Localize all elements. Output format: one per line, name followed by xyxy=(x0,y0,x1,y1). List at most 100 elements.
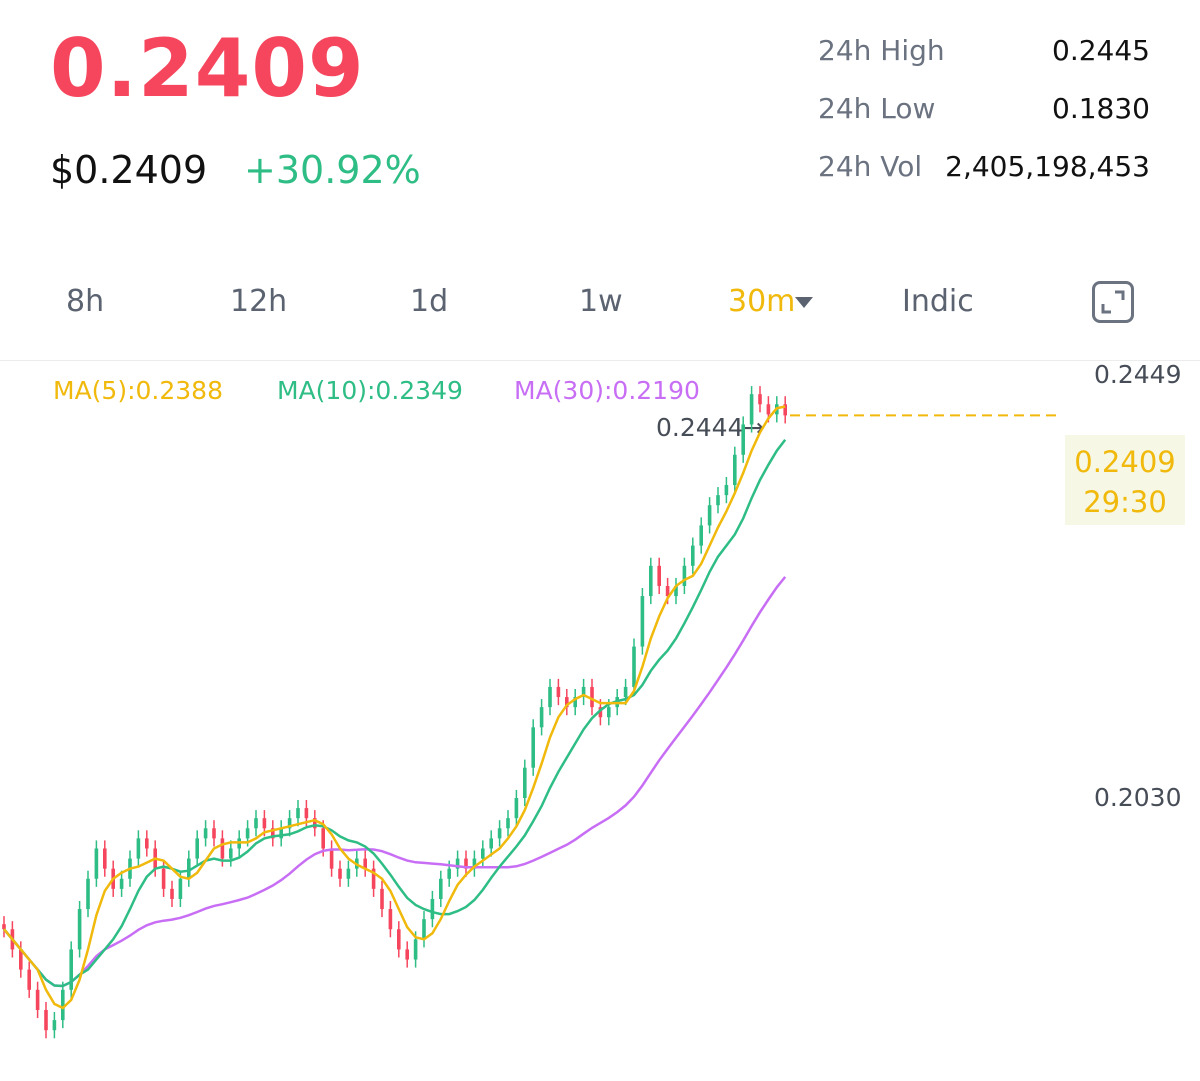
candle xyxy=(77,909,82,950)
candle xyxy=(313,818,317,829)
candle xyxy=(329,848,334,869)
candle xyxy=(430,898,435,920)
candle xyxy=(27,969,31,990)
candle xyxy=(506,818,510,829)
change-percent: +30.92% xyxy=(244,148,421,192)
candle xyxy=(35,989,40,1011)
candle xyxy=(371,868,376,889)
candle xyxy=(523,767,527,798)
candle xyxy=(422,919,426,940)
tab-8h[interactable]: 8h xyxy=(66,284,105,319)
candle xyxy=(388,909,393,930)
candle xyxy=(187,858,191,879)
ma5-label: MA(5):0.2388 xyxy=(53,376,223,405)
high-label: 24h High xyxy=(818,34,945,67)
candle xyxy=(346,868,351,879)
candle xyxy=(2,924,6,930)
candle xyxy=(262,818,267,829)
candle xyxy=(271,828,275,839)
candle xyxy=(665,585,670,597)
candle xyxy=(254,818,258,829)
usd-price: $0.2409 xyxy=(50,148,208,192)
candle xyxy=(649,565,653,597)
candle xyxy=(119,878,124,889)
tab-30m[interactable]: 30m xyxy=(728,284,796,319)
candle xyxy=(321,828,325,849)
candle xyxy=(19,949,23,970)
candle xyxy=(556,686,561,698)
candle xyxy=(220,838,225,859)
high-value: 0.2445 xyxy=(1052,34,1150,67)
candle xyxy=(304,808,309,819)
candle xyxy=(565,697,569,708)
current-price-tag-value: 0.2409 xyxy=(1074,445,1176,479)
candle xyxy=(716,495,720,506)
candle xyxy=(195,838,199,859)
candle xyxy=(707,505,712,526)
candle xyxy=(741,424,745,455)
candle xyxy=(447,868,451,879)
candle xyxy=(170,888,174,899)
candle xyxy=(397,929,401,950)
candle xyxy=(531,727,535,768)
candle xyxy=(489,838,493,849)
tab-1d[interactable]: 1d xyxy=(410,284,449,319)
candle xyxy=(573,697,577,708)
ma5-line xyxy=(3,405,786,1010)
candle xyxy=(481,848,485,859)
candle xyxy=(590,686,594,708)
caret-down-icon[interactable] xyxy=(795,297,813,308)
high-marker: 0.2444→ xyxy=(656,413,765,442)
candle xyxy=(657,565,661,586)
candle xyxy=(724,485,729,496)
candle xyxy=(363,858,367,869)
tab-indic[interactable]: Indic xyxy=(902,284,974,319)
candle xyxy=(632,646,636,687)
candle xyxy=(699,525,703,546)
candle xyxy=(455,858,460,869)
candle xyxy=(413,939,418,960)
candle xyxy=(338,868,342,879)
candle xyxy=(161,868,166,889)
candlestick-chart[interactable] xyxy=(0,362,1060,1081)
ma30-label: MA(30):0.2190 xyxy=(514,376,700,405)
candle xyxy=(287,818,292,829)
candle xyxy=(178,878,183,899)
candle xyxy=(203,828,208,839)
low-label: 24h Low xyxy=(818,92,936,125)
candle xyxy=(514,798,519,819)
candle xyxy=(682,565,687,586)
last-price: 0.2409 xyxy=(50,22,365,115)
candle xyxy=(472,858,477,869)
candle xyxy=(86,878,90,910)
candle xyxy=(691,545,695,566)
candle xyxy=(145,838,149,849)
candle xyxy=(539,707,544,728)
candle xyxy=(439,878,443,899)
ma30-line xyxy=(3,576,787,988)
candle xyxy=(94,848,99,879)
fullscreen-icon-glyph xyxy=(1101,290,1125,314)
candle xyxy=(598,707,603,718)
y-axis-label-top: 0.2449 xyxy=(1094,360,1182,389)
y-axis-label-mid: 0.2030 xyxy=(1094,783,1182,812)
current-price-tag: 0.2409 29:30 xyxy=(1065,435,1185,525)
candle xyxy=(749,394,754,425)
low-value: 0.1830 xyxy=(1052,92,1150,125)
candle xyxy=(674,585,678,597)
candle xyxy=(61,989,65,1021)
candle xyxy=(52,1020,57,1031)
tab-1w[interactable]: 1w xyxy=(579,284,623,319)
tab-12h[interactable]: 12h xyxy=(230,284,288,319)
candle xyxy=(229,848,233,859)
candle xyxy=(279,828,283,839)
vol-value: 2,405,198,453 xyxy=(945,150,1150,183)
fullscreen-icon[interactable] xyxy=(1092,281,1134,323)
divider xyxy=(0,360,1200,361)
candle xyxy=(733,454,737,486)
candle xyxy=(405,949,409,960)
candle xyxy=(548,686,552,708)
candle xyxy=(103,848,107,869)
candle xyxy=(497,828,502,839)
candle xyxy=(464,858,468,869)
